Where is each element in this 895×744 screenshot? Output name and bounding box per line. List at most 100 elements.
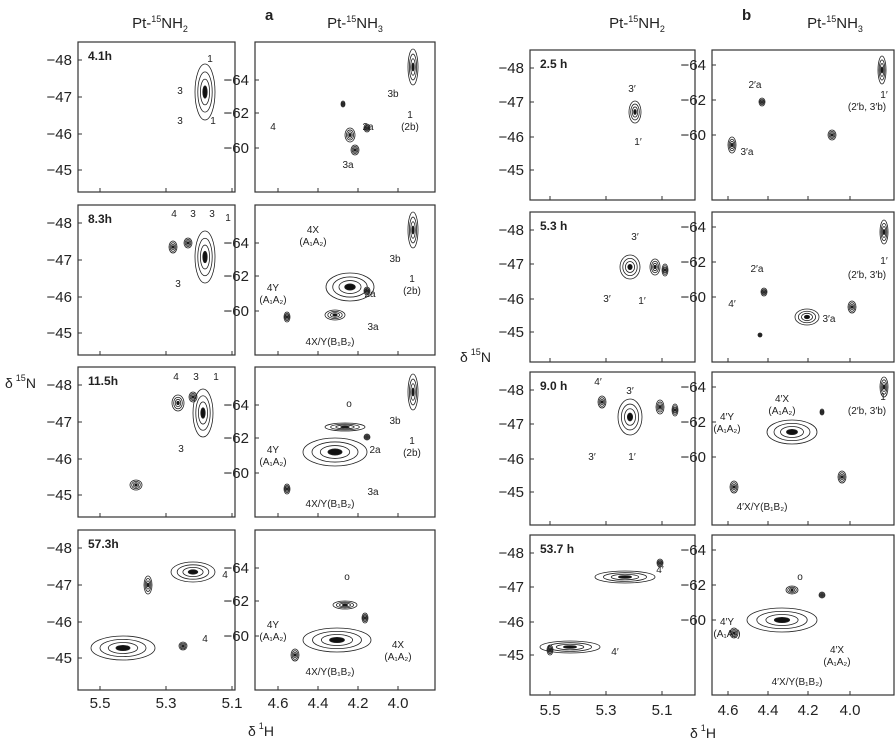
contour [354,149,356,151]
contour [627,413,632,421]
nucleus: H [264,723,274,739]
contour [364,617,365,619]
peak-annotation: 3′ [603,294,611,305]
panel-frame [530,535,695,695]
peak-annotation: 3′a [823,314,836,325]
contour [841,476,843,479]
x-tick-label: 5.3 [596,702,617,719]
nucleus: N [26,375,36,391]
x-tick-label: 4.0 [388,695,409,712]
peak-annotation: 1′ [638,296,646,307]
axis-label: δ1H [690,723,716,741]
contour [634,110,637,115]
header-isotope: 15 [151,14,161,24]
time-label: 53.7 h [540,542,574,556]
panel-frame [712,212,894,362]
y-tick-label: −64 [224,560,249,577]
peak-annotation: (2b) [401,122,419,133]
y-tick-label: −48 [47,215,72,232]
peak-annotation: 3 [190,209,196,220]
contour [188,570,198,574]
contour [412,63,414,71]
peak-annotation: 1′ [628,452,636,463]
header-group: NH [356,15,378,32]
column-header: Pt-15NH3 [807,14,863,34]
x-tick-label: 4.2 [348,695,369,712]
y-tick-label: −62 [224,593,249,610]
y-tick-label: −48 [499,545,524,562]
peak-annotation: 1′ [880,256,888,267]
contour [412,388,414,396]
contour [831,134,833,136]
peak-annotation: 1 [407,110,413,121]
peak-annotation: (2′b, 3′b) [848,102,886,113]
contour [760,335,761,336]
peak-annotation: 4′X [830,645,844,656]
contour [883,229,885,234]
contour [787,429,798,434]
contour [628,264,632,269]
peak-annotation: 4′X/Y(B₁B₂) [737,502,788,513]
peak-annotation: 1′ [880,392,888,403]
peak-annotation: 3′ [588,452,596,463]
contour [343,103,344,104]
peak-annotation: 4 [173,372,179,383]
peak-annotation: (A₁A₂) [259,295,286,306]
header-isotope: 15 [826,14,836,24]
contour [286,316,287,318]
peak-annotation: 2′a [749,80,762,91]
peak-annotation: 1 [225,213,231,224]
peak-annotation: 4Y [267,620,280,631]
contour [201,408,205,419]
contour [883,385,885,389]
nucleus: N [481,349,491,365]
time-label: 2.5 h [540,57,567,71]
peak-annotation: 4′Y [720,412,734,423]
spectrum-panel: −48−47−46−458.3h43313 [47,205,235,355]
y-tick-label: −60 [681,449,706,466]
peak-annotation: (A₁A₂) [259,632,286,643]
y-tick-label: −64 [681,542,706,559]
peak-annotation: (2b) [403,286,421,297]
peak-annotation: (A₁A₂) [768,406,795,417]
contour [182,645,184,647]
peak-annotation: 3′ [631,232,639,243]
contour [187,242,189,244]
contour [412,226,414,234]
contour [763,291,764,293]
y-tick-label: −60 [681,127,706,144]
peak-annotation: 4 [202,634,208,645]
axis-label: δ15N [5,373,36,391]
peak-annotation: 3b [389,416,401,427]
header-subscript: 3 [378,24,383,34]
spectrum-panel: −48−47−46−4553.7 h4′4′ [499,535,695,695]
peak-annotation: (A₁A₂) [823,657,850,668]
peak-annotation: 4′ [611,647,619,658]
peak-annotation: o [344,572,350,583]
y-tick-label: −45 [47,650,72,667]
time-label: 5.3 h [540,219,567,233]
y-tick-label: −47 [47,252,72,269]
peak-annotation: 2a [362,122,374,133]
y-tick-label: −62 [681,92,706,109]
y-tick-label: −48 [499,60,524,77]
x-tick-label: 4.6 [718,702,739,719]
y-tick-label: −46 [47,289,72,306]
header-subscript: 2 [183,24,188,34]
peak-annotation: 1 [210,116,216,127]
contour [601,401,603,404]
x-tick-label: 4.0 [840,702,861,719]
contour [330,637,345,642]
contour [851,306,853,309]
y-tick-label: −60 [224,465,249,482]
y-tick-label: −64 [224,72,249,89]
spectrum-panel: −64−62−603b1(2b)42a3a [224,42,435,192]
header-prefix: Pt- [609,15,628,32]
contour [761,101,762,103]
y-tick-label: −47 [499,94,524,111]
peak-annotation: 4X/Y(B₁B₂) [306,337,355,348]
y-tick-label: −47 [47,577,72,594]
y-tick-label: −48 [47,377,72,394]
